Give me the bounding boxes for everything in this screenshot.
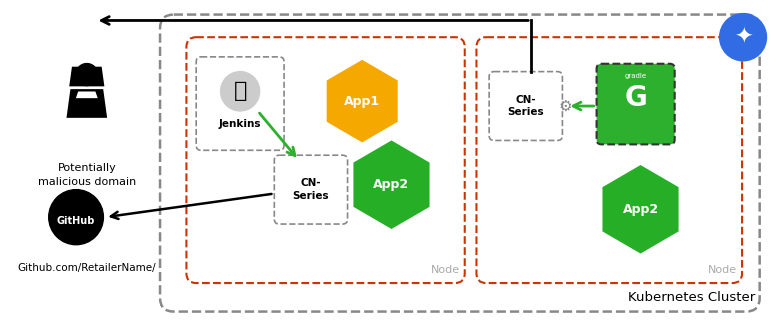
Text: 👤: 👤 [234,81,247,101]
Text: Potentially
malicious domain: Potentially malicious domain [37,163,136,187]
Polygon shape [76,91,98,98]
FancyBboxPatch shape [489,72,562,140]
Text: Github.com/RetailerName/: Github.com/RetailerName/ [17,263,156,273]
Polygon shape [66,89,107,118]
Text: ✦: ✦ [734,27,752,47]
FancyBboxPatch shape [597,64,675,144]
FancyBboxPatch shape [196,57,284,150]
FancyBboxPatch shape [274,155,348,224]
Circle shape [220,72,259,111]
Text: Jenkins: Jenkins [219,119,262,129]
Polygon shape [70,67,105,86]
Text: CN-
Series: CN- Series [508,95,544,117]
Circle shape [719,14,766,61]
Text: App2: App2 [622,203,658,216]
Text: CN-
Series: CN- Series [293,179,330,201]
Text: ⚙: ⚙ [558,98,572,114]
Circle shape [48,190,103,245]
Text: App1: App1 [344,94,380,108]
Text: Node: Node [708,265,737,275]
Polygon shape [602,165,679,254]
Text: App2: App2 [373,178,409,191]
Text: gradle: gradle [625,73,647,78]
Text: Kubernetes Cluster: Kubernetes Cluster [628,291,754,304]
Text: G: G [624,84,647,112]
Polygon shape [80,106,94,111]
Circle shape [76,64,98,85]
Text: 🐙: 🐙 [67,201,85,230]
Text: GitHub: GitHub [57,216,95,226]
Polygon shape [326,60,398,142]
Text: Node: Node [431,265,460,275]
Polygon shape [354,140,430,229]
